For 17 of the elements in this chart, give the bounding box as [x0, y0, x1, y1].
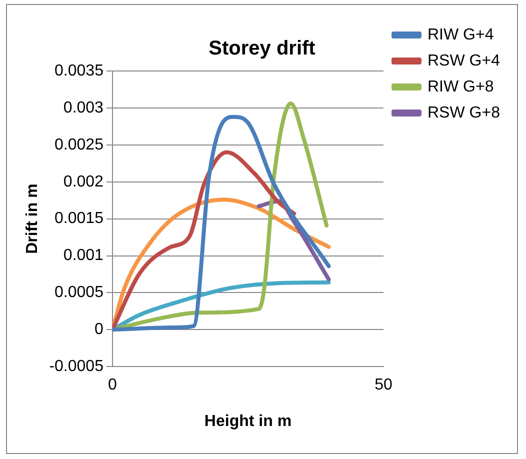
- y-tick-label: -0.0005: [49, 358, 104, 376]
- y-tick-label: 0: [94, 321, 104, 338]
- y-tick-label: 0.003: [63, 99, 104, 116]
- y-axis-title: Drift in m: [24, 184, 42, 254]
- y-tick-label: 0.001: [63, 247, 104, 264]
- y-tick-label: 0.0025: [54, 136, 104, 154]
- legend-label: RSW G+4: [428, 52, 500, 70]
- y-tick-label: 0.0035: [54, 62, 104, 80]
- y-tick-label: 0.0005: [54, 284, 104, 302]
- y-tick-label: 0.002: [63, 173, 104, 190]
- legend-label: RSW G+8: [428, 104, 500, 122]
- x-tick-label: 50: [374, 376, 392, 394]
- chart-title: Storey drift: [208, 38, 316, 60]
- y-tick-label: 0.0015: [54, 210, 104, 228]
- legend-label: RIW G+4: [428, 26, 494, 44]
- legend-label: RIW G+8: [428, 78, 494, 96]
- x-axis-title: Height in m: [204, 412, 292, 430]
